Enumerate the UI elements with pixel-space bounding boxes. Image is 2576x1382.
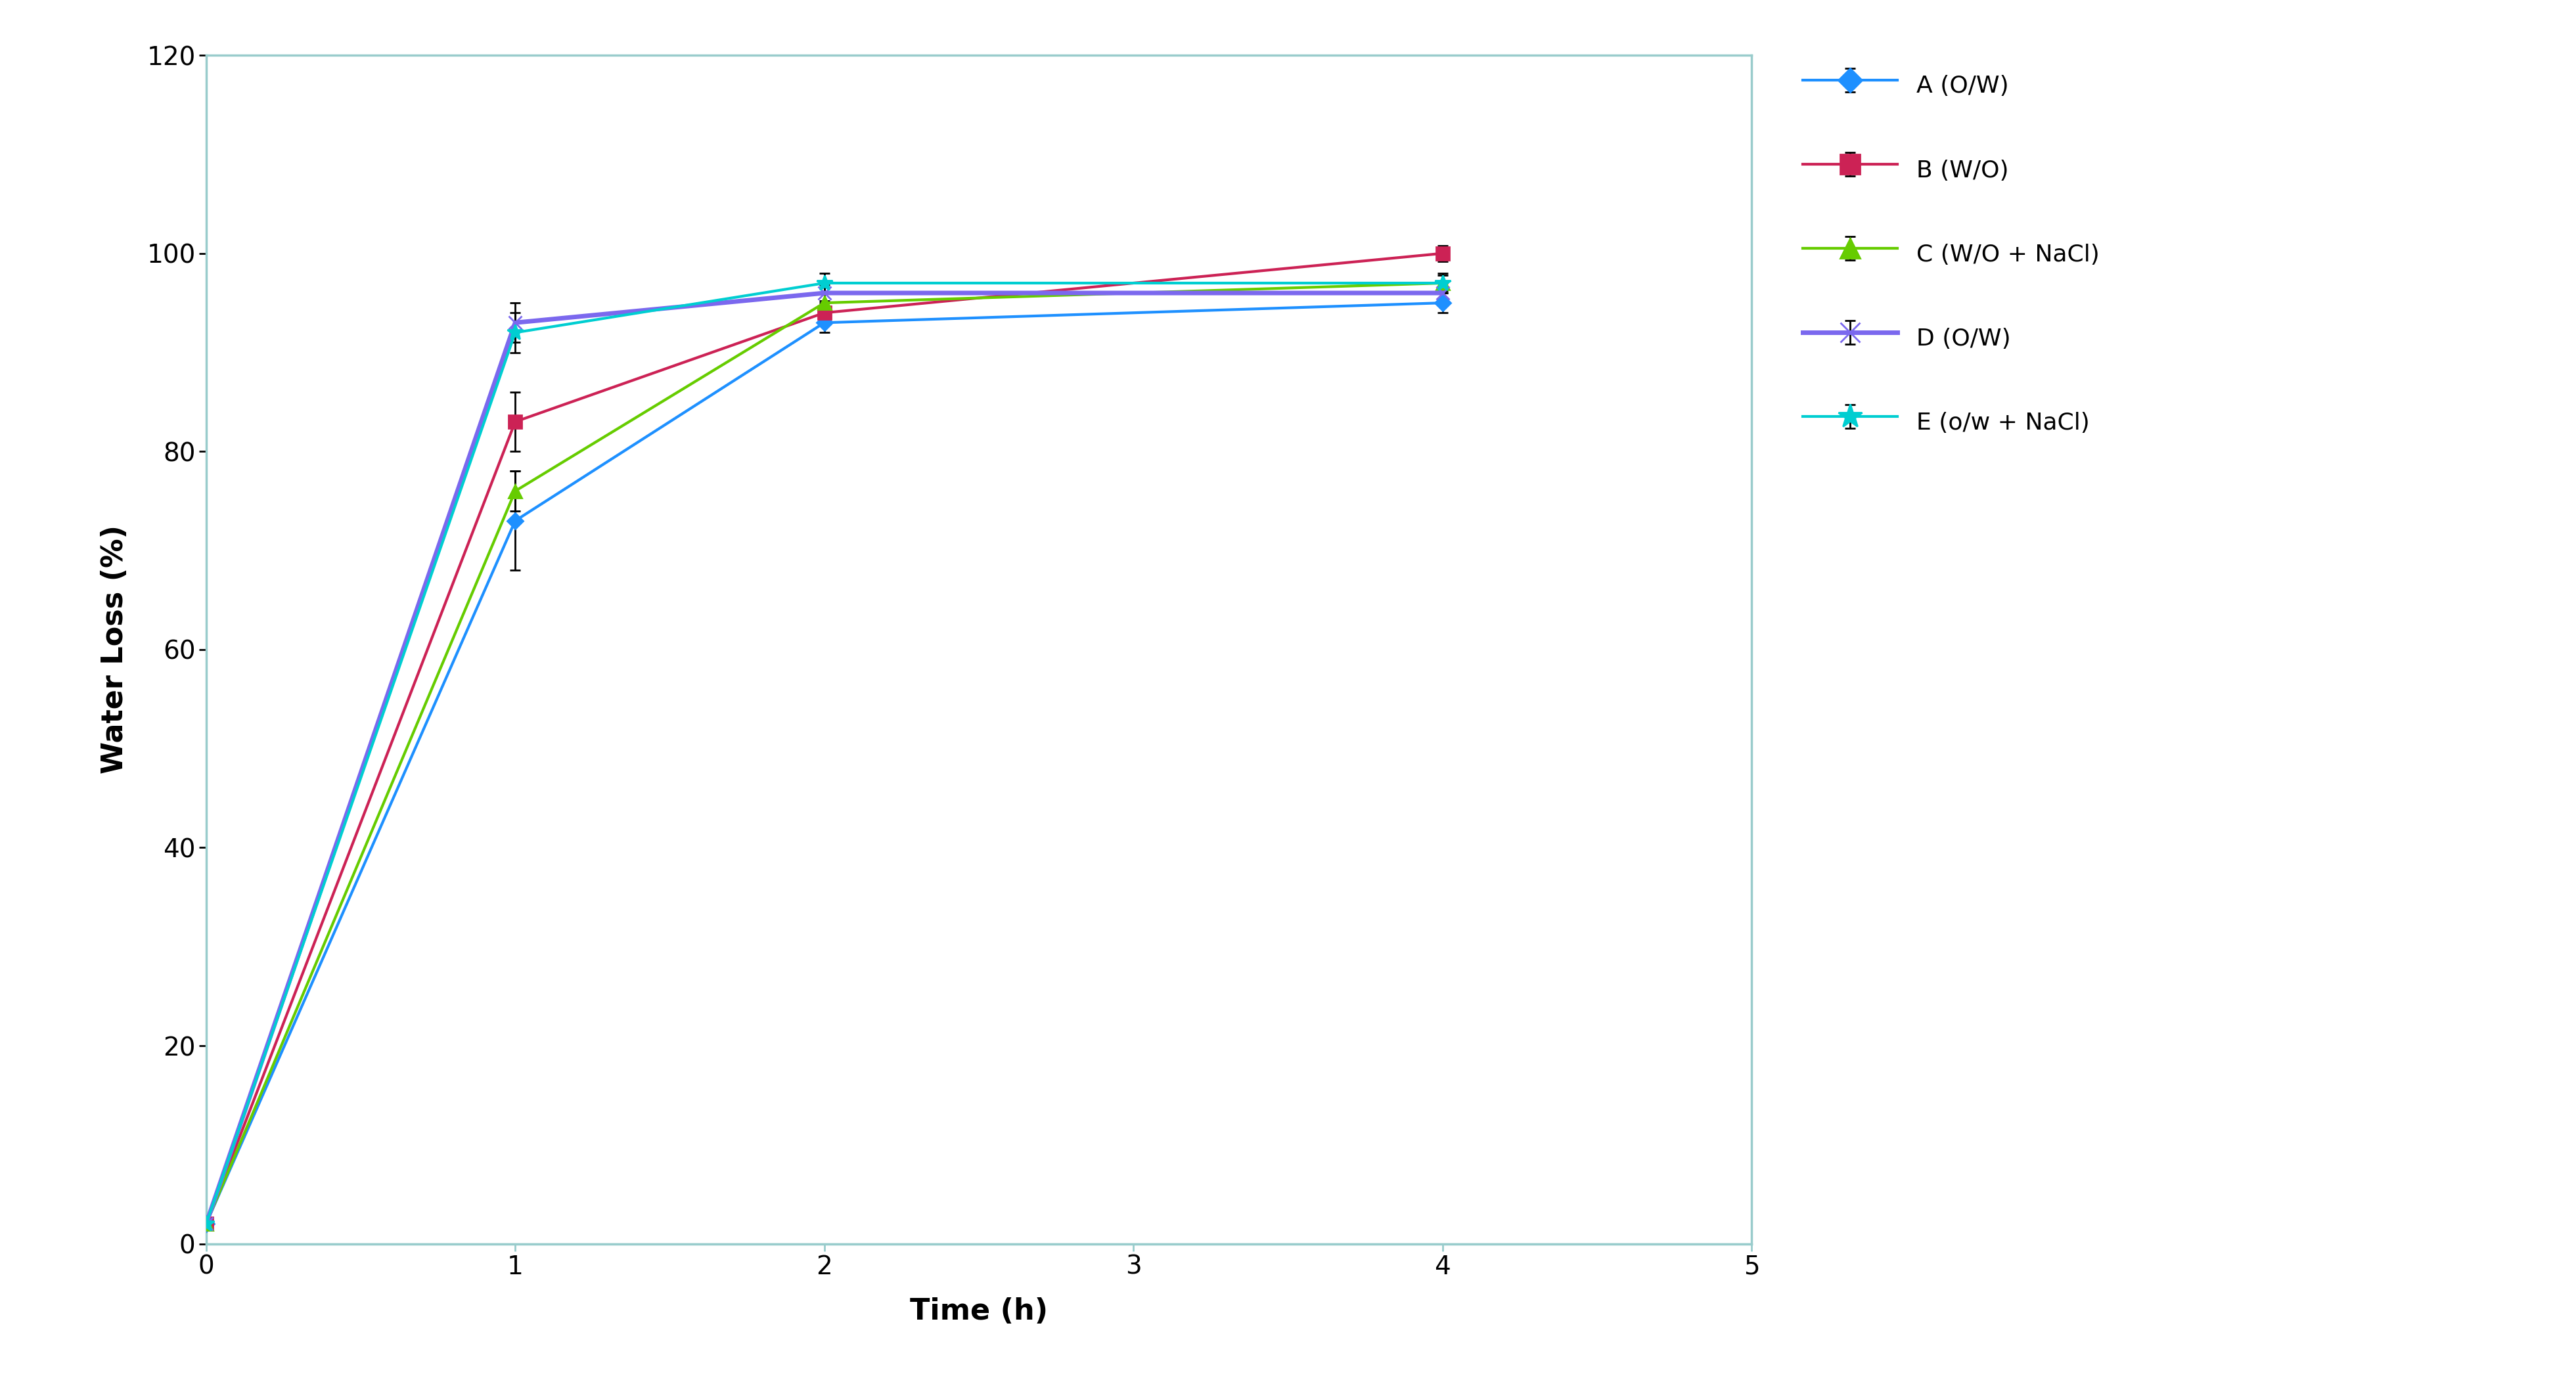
X-axis label: Time (h): Time (h) — [909, 1298, 1048, 1325]
Y-axis label: Water Loss (%): Water Loss (%) — [100, 525, 129, 774]
Legend: A (O/W), B (W/O), C (W/O + NaCl), D (O/W), E (o/w + NaCl): A (O/W), B (W/O), C (W/O + NaCl), D (O/W… — [1780, 43, 2123, 464]
